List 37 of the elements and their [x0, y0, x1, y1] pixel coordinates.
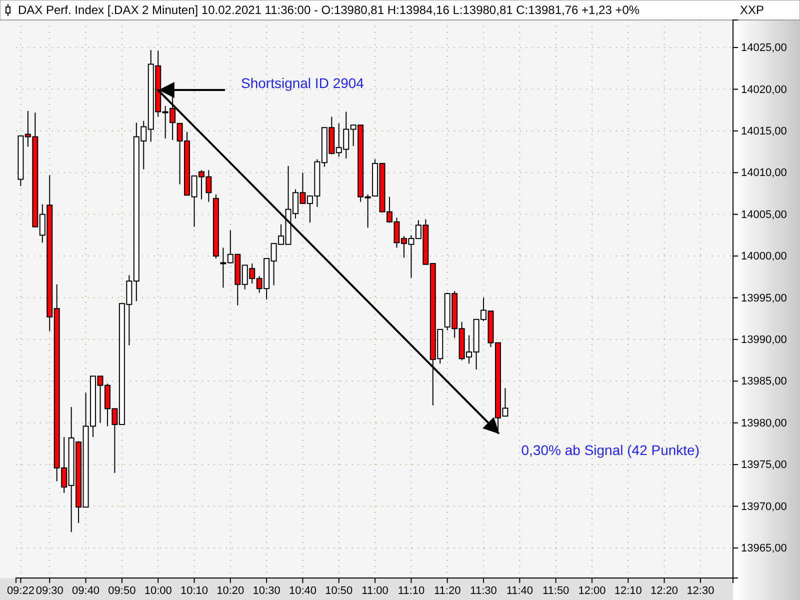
x-tick-label: 10:20: [216, 584, 244, 597]
y-tick-label: 14000,00: [741, 250, 787, 263]
y-tick-label: 13980,00: [741, 417, 787, 430]
y-tick-label: 13965,00: [741, 542, 787, 554]
annotation: 0,30% ab Signal (42 Punkte): [521, 442, 700, 458]
y-tick-label: 13985,00: [741, 376, 787, 388]
text: XXP: [740, 3, 764, 17]
y-tick-label: 14020,00: [741, 84, 787, 96]
x-tick-label: 11:30: [470, 584, 497, 597]
x-tick-label: 10:10: [180, 584, 208, 597]
x-tick-label: 12:10: [614, 584, 642, 597]
x-tick-label: 10:50: [325, 584, 353, 597]
x-tick-label: 11:20: [434, 584, 461, 597]
x-tick-label: 11:50: [542, 584, 570, 597]
x-tick-label: 11:10: [398, 584, 425, 597]
y-tick-label: 14010,00: [741, 167, 787, 180]
y-tick-label: 13990,00: [741, 334, 787, 346]
x-tick-label: 10:30: [252, 584, 280, 597]
x-tick-label: 12:30: [686, 584, 714, 597]
x-tick-label: 10:40: [288, 584, 316, 597]
x-tick-label: 09:40: [72, 584, 100, 597]
x-tick-label: 10:00: [144, 584, 172, 597]
y-tick-label: 13995,00: [741, 292, 787, 304]
y-tick-label: 14025,00: [741, 42, 787, 54]
x-tick-label: 09:22: [6, 584, 34, 597]
y-tick-label: 13970,00: [741, 500, 787, 513]
x-tick-label: 12:20: [650, 584, 678, 597]
x-tick-label: 11:40: [506, 584, 534, 597]
y-tick-label: 14005,00: [741, 208, 787, 221]
x-tick-label: 11:00: [362, 584, 388, 597]
annotation: Shortsignal ID 2904: [241, 75, 364, 91]
x-tick-label: 09:30: [36, 584, 64, 597]
chart-title: DAX Perf. Index [.DAX 2 Minuten] 10.02.2021 11:36:00 - O:13980,81 H:13984,16 L:13980,81 C:13981,76 +1,23 +0%: [18, 3, 640, 17]
x-tick-label: 09:50: [108, 584, 136, 597]
x-tick-label: 12:00: [578, 584, 606, 597]
y-tick-label: 14015,00: [741, 125, 787, 138]
y-tick-label: 13975,00: [741, 459, 787, 472]
